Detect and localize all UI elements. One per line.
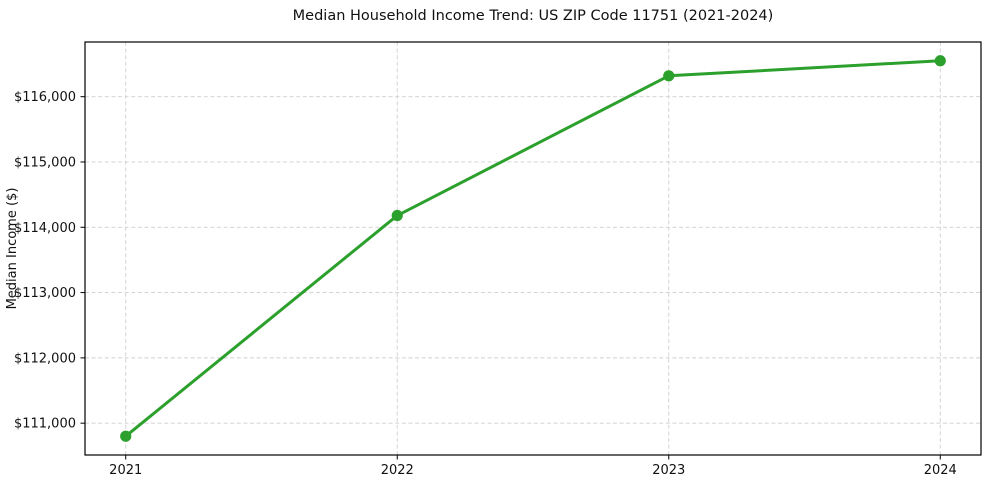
- data-point-marker: [120, 430, 132, 442]
- y-tick-label: $111,000: [14, 417, 76, 432]
- chart-title: Median Household Income Trend: US ZIP Co…: [292, 8, 774, 24]
- trend-line: [124, 59, 942, 438]
- y-tick-label: $114,000: [14, 221, 76, 236]
- data-point-marker: [391, 209, 403, 222]
- data-point-marker: [663, 70, 675, 82]
- plot-border: [84, 41, 982, 456]
- y-axis-label: Median Income ($): [5, 188, 20, 310]
- y-tick-label: $113,000: [14, 286, 76, 301]
- x-tick-label: 2024: [924, 463, 957, 478]
- data-point-marker: [934, 55, 946, 67]
- x-tick-label: 2022: [381, 463, 414, 478]
- x-tick-label: 2023: [652, 463, 685, 478]
- y-tick-label: $112,000: [14, 351, 76, 366]
- y-tick-label: $115,000: [14, 155, 76, 170]
- y-tick-label: $116,000: [14, 90, 76, 105]
- x-tick-label: 2021: [109, 463, 142, 478]
